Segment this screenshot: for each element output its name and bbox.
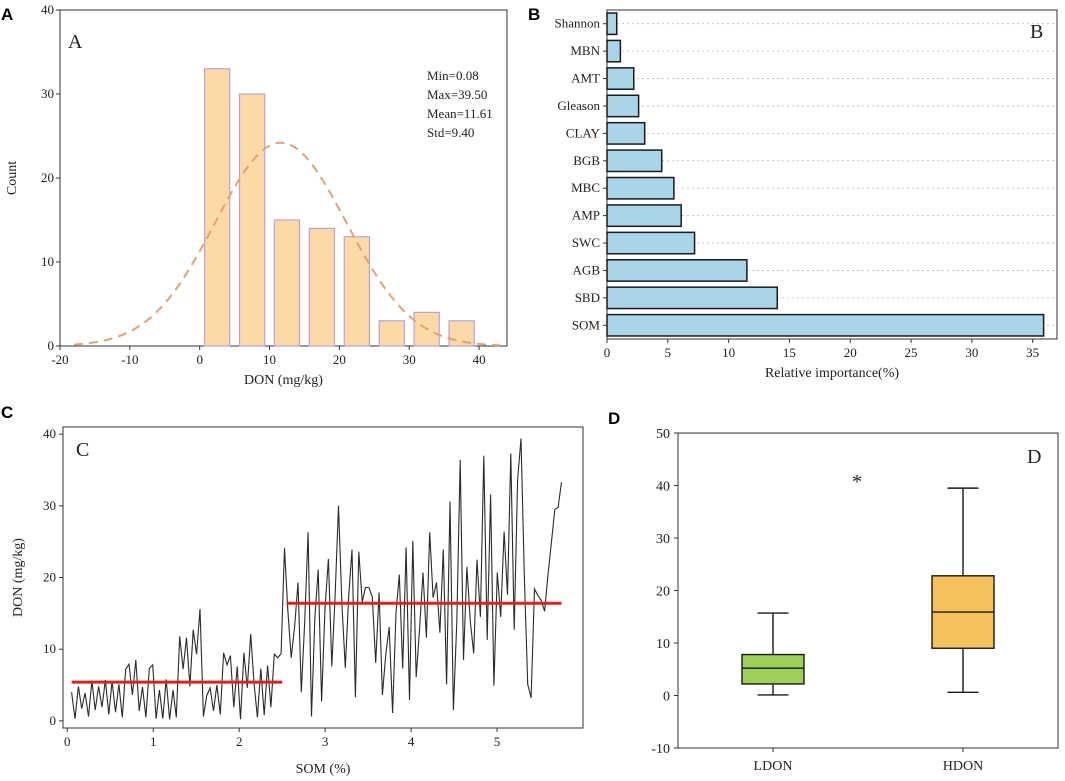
x-tick-label: 20 [844,345,857,360]
plot-frame [606,9,1058,340]
panel-a-inset-label: A [68,31,83,53]
summary-statistic: Min=0.08 [427,68,479,83]
x-axis-title: SOM (%) [296,762,351,777]
category-label: HDON [943,759,983,774]
summary-statistic: Mean=11.61 [427,106,493,121]
panel-label-b: B [528,5,540,24]
x-tick-label: 10 [263,352,276,367]
x-tick-label: 30 [403,352,416,367]
category-label: SWC [572,235,600,250]
category-label: LDON [754,759,793,774]
importance-bar [606,149,663,173]
x-tick-label: 0 [604,345,611,360]
importance-bar [606,231,696,255]
category-label: Shannon [555,16,601,31]
y-tick-label: 20 [41,170,54,185]
panel-b-importance-chart: Shannon MBN AMT Gleason CLAY BGB MBC AMP SWC AGB S… [555,9,1058,381]
histogram-bar [343,236,371,347]
x-tick-label: -20 [51,352,68,367]
importance-bar [606,94,640,118]
category-label: SBD [575,290,600,305]
importance-bar [606,176,675,200]
y-tick-label: 10 [41,254,54,269]
x-tick-label: 0 [196,352,203,367]
panel-label-d: D [608,409,620,428]
x-tick-label: 4 [408,734,415,749]
x-tick-label: 25 [905,345,918,360]
importance-bar [606,313,1045,337]
x-tick-label: 15 [783,345,796,360]
x-tick-label: 2 [236,734,243,749]
x-tick-label: 1 [150,734,157,749]
category-label: AMT [571,71,600,86]
category-label: AMP [572,208,600,223]
x-tick-label: -10 [121,352,138,367]
y-tick-label: 30 [656,532,670,547]
category-label: MBN [570,43,600,58]
importance-bar [606,204,682,228]
panel-label-a: A [1,5,13,24]
importance-bar [606,67,635,90]
panel-a-histogram: -20 -10 0 10 20 30 40 0 10 20 30 40 DON (mg/kg) Count… [5,2,508,388]
significance-asterisk: * [852,471,862,493]
x-tick-label: 0 [64,734,71,749]
y-tick-label: 40 [656,480,670,495]
category-label: SOM [572,317,601,332]
y-tick-label: 50 [656,427,670,442]
category-label: AGB [573,262,601,277]
x-tick-label: 20 [333,352,346,367]
panel-c-line-chart: 0 1 2 3 4 5 0 10 20 30 40 SOM (%) DON (mg/kg) C [11,426,584,777]
don-series-line [71,438,563,720]
panel-d-inset-label: D [1027,446,1041,468]
x-tick-label: 40 [473,352,486,367]
histogram-bar [308,227,336,347]
x-tick-label: 5 [665,345,672,360]
y-tick-label: -10 [651,742,670,757]
y-tick-label: 0 [663,690,670,705]
importance-bar [606,12,618,36]
panel-b-inset-label: B [1030,21,1043,43]
importance-bar [606,286,779,310]
x-tick-label: 3 [322,734,329,749]
y-axis-title: Count [5,161,20,195]
category-label: BGB [573,153,600,168]
histogram-bar [273,219,301,347]
x-tick-label: 10 [722,345,735,360]
histogram-bar [203,68,231,347]
y-tick-label: 0 [50,713,57,728]
category-label: MBC [571,180,600,195]
normal-fit-curve [73,141,501,347]
x-axis-title: DON (mg/kg) [244,373,323,388]
x-tick-label: 35 [1026,345,1039,360]
importance-bar [606,259,748,282]
y-tick-label: 20 [656,585,670,600]
y-tick-label: 30 [43,498,56,513]
box-ldon [741,653,805,685]
importance-bar [606,39,622,63]
y-tick-label: 40 [41,2,54,17]
panel-c-inset-label: C [76,439,89,461]
category-label: CLAY [566,125,601,140]
x-tick-label: 5 [494,734,501,749]
panel-label-c: C [1,403,13,422]
category-label: Gleason [557,98,600,113]
histogram-bar [413,311,440,347]
histogram-bar [378,320,405,347]
panel-d-boxplot: LDON HDON -10 0 10 20 30 40 50 * D [651,427,1059,774]
y-tick-label: 0 [48,338,55,353]
histogram-bar [238,93,266,347]
summary-statistic: Max=39.50 [427,87,487,102]
y-axis-title: DON (mg/kg) [11,538,26,617]
y-tick-label: 10 [43,641,56,656]
x-axis-title: Relative importance(%) [765,366,899,381]
plot-frame [677,432,1059,749]
importance-bar [606,121,646,145]
y-tick-label: 30 [41,86,54,101]
summary-statistic: Std=9.40 [427,125,474,140]
x-tick-label: 30 [965,345,978,360]
y-tick-label: 10 [656,637,670,652]
y-tick-label: 40 [43,426,56,441]
y-tick-label: 20 [43,570,56,585]
